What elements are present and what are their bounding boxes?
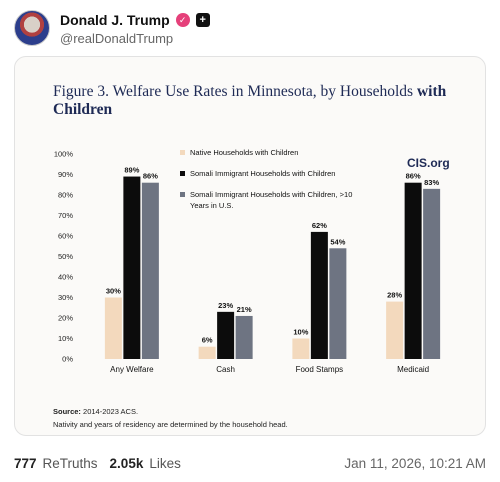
figure-title-prefix: Figure 3. Welfare Use Rates in Minnesota… xyxy=(53,83,417,100)
legend-swatch xyxy=(180,150,185,155)
name-line: Donald J. Trump ✓ + xyxy=(60,12,210,28)
data-label: 6% xyxy=(202,336,213,345)
source-text: 2014-2023 ACS. xyxy=(80,407,139,416)
data-label: 86% xyxy=(143,172,158,181)
y-tick-label: 40% xyxy=(58,273,73,282)
likes-label[interactable]: Likes xyxy=(149,456,181,471)
bar xyxy=(423,188,441,359)
post-image[interactable]: Figure 3. Welfare Use Rates in Minnesota… xyxy=(14,56,486,436)
source-line: Source: 2014-2023 ACS. xyxy=(53,407,138,416)
figure-title: Figure 3. Welfare Use Rates in Minnesota… xyxy=(53,83,463,119)
data-label: 89% xyxy=(124,166,139,175)
bar xyxy=(104,297,122,359)
display-name[interactable]: Donald J. Trump xyxy=(60,12,170,28)
data-label: 30% xyxy=(106,287,121,296)
y-axis: 0% 10% 20% 30% 40% 50% 60% 70% 80% 90% 100% xyxy=(54,150,74,364)
user-handle[interactable]: @realDonaldTrump xyxy=(60,31,174,46)
retruths-label[interactable]: ReTruths xyxy=(42,456,98,471)
data-label: 62% xyxy=(312,221,327,230)
legend-label: Somali Immigrant Households with Childre… xyxy=(190,190,352,199)
likes-count[interactable]: 2.05k xyxy=(109,456,144,471)
bar xyxy=(235,315,253,359)
data-label: 21% xyxy=(237,305,252,314)
bar-chart: 0% 10% 20% 30% 40% 50% 60% 70% 80% 90% 100% 30% 89%… xyxy=(54,148,450,374)
y-tick-label: 20% xyxy=(58,314,73,323)
x-category-label: Medicaid xyxy=(397,365,429,374)
post-header: Donald J. Trump ✓ + @realDonaldTrump xyxy=(14,10,486,50)
legend-swatch xyxy=(180,171,185,176)
x-axis: Any Welfare Cash Food Stamps Medicaid xyxy=(110,365,429,374)
legend-swatch xyxy=(180,192,185,197)
bar xyxy=(310,231,328,359)
legend-label: Years in U.S. xyxy=(190,201,234,210)
data-label: 10% xyxy=(293,328,308,337)
post-stats: 777 ReTruths 2.05k Likes xyxy=(14,456,187,471)
legend-label: Native Households with Children xyxy=(190,148,298,157)
bar xyxy=(404,182,422,359)
y-tick-label: 100% xyxy=(54,150,74,159)
figure-title-bold: with Children xyxy=(53,83,447,118)
y-tick-label: 70% xyxy=(58,211,73,220)
data-label: 54% xyxy=(330,237,345,246)
bar xyxy=(198,346,216,359)
bar xyxy=(329,248,347,359)
y-tick-label: 60% xyxy=(58,232,73,241)
x-category-label: Any Welfare xyxy=(110,365,154,374)
bar xyxy=(292,338,310,359)
y-tick-label: 30% xyxy=(58,293,73,302)
bar xyxy=(217,311,235,359)
bar xyxy=(386,301,404,359)
data-label: 83% xyxy=(424,178,439,187)
y-tick-label: 10% xyxy=(58,334,73,343)
chart-legend: Native Households with Children Somali Im… xyxy=(180,148,352,210)
avatar[interactable] xyxy=(14,10,50,46)
bars: 30%89%86%6%23% 21%10%62%54%28%86%83% xyxy=(104,166,441,359)
y-tick-label: 80% xyxy=(58,191,73,200)
data-label: 28% xyxy=(387,291,402,300)
y-tick-label: 90% xyxy=(58,170,73,179)
retruths-count[interactable]: 777 xyxy=(14,456,37,471)
brand-label: CIS.org xyxy=(407,156,450,170)
plus-icon[interactable]: + xyxy=(195,13,210,27)
legend-label: Somali Immigrant Households with Childre… xyxy=(190,169,335,178)
source-label: Source: xyxy=(53,407,81,416)
y-tick-label: 0% xyxy=(62,355,73,364)
x-category-label: Cash xyxy=(216,365,235,374)
bar xyxy=(123,176,141,359)
data-label: 86% xyxy=(406,172,421,181)
bar xyxy=(141,182,159,359)
note-line: Nativity and years of residency are dete… xyxy=(53,420,288,429)
post-timestamp[interactable]: Jan 11, 2026, 10:21 AM xyxy=(344,456,486,471)
data-label: 23% xyxy=(218,301,233,310)
verified-badge-icon: ✓ xyxy=(175,13,190,27)
y-tick-label: 50% xyxy=(58,252,73,261)
x-category-label: Food Stamps xyxy=(296,365,344,374)
